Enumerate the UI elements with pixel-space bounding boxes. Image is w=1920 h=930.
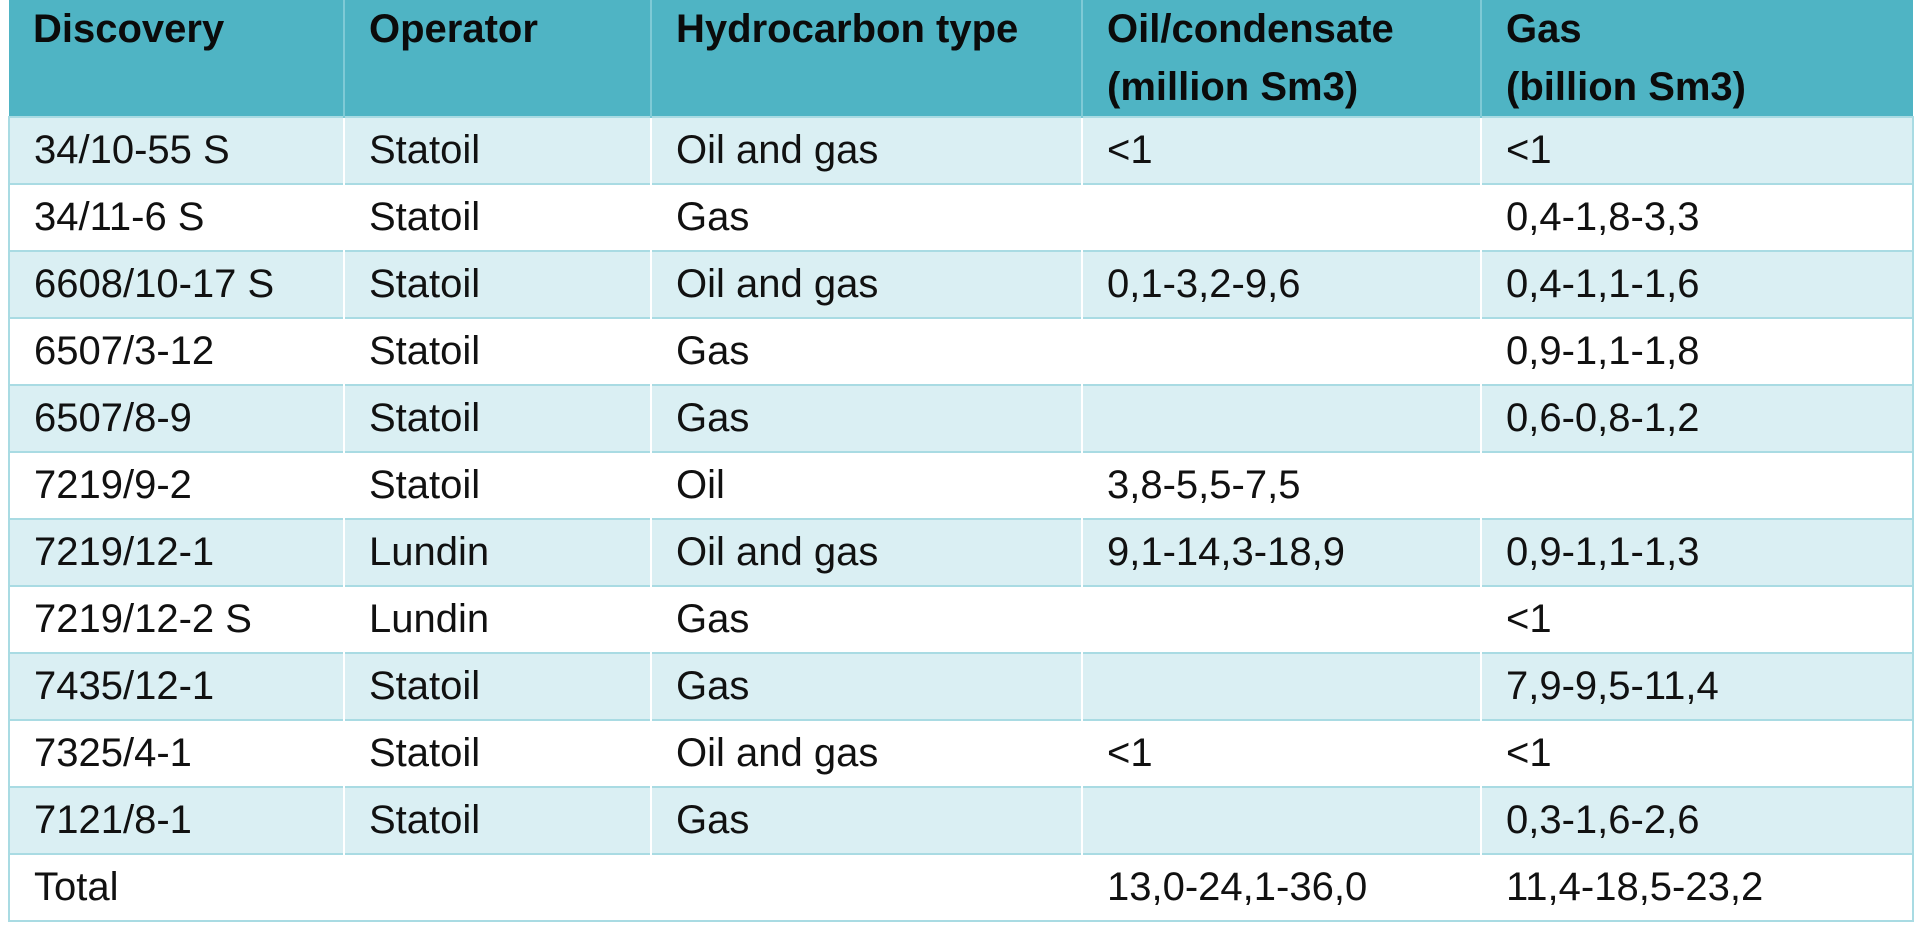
cell-oil-condensate: <1 bbox=[1082, 719, 1482, 787]
cell-hydrocarbon-type: Gas bbox=[651, 585, 1083, 653]
table-row: 7435/12-1 Statoil Gas 7,9-9,5-11,4 bbox=[8, 652, 1914, 720]
cell-discovery: 7219/9-2 bbox=[8, 451, 345, 519]
cell-operator: Lundin bbox=[344, 518, 652, 586]
cell-hydrocarbon-type: Oil and gas bbox=[651, 116, 1083, 184]
cell-hydrocarbon-type: Gas bbox=[651, 317, 1083, 385]
cell-hydrocarbon-type: Oil and gas bbox=[651, 719, 1083, 787]
total-row: Total 13,0-24,1-36,0 11,4-18,5-23,2 bbox=[8, 853, 1914, 922]
cell-gas: <1 bbox=[1481, 585, 1914, 653]
cell-gas: 0,4-1,1-1,6 bbox=[1481, 250, 1914, 318]
table-row: 7219/9-2 Statoil Oil 3,8-5,5-7,5 bbox=[8, 451, 1914, 519]
cell-gas: 7,9-9,5-11,4 bbox=[1481, 652, 1914, 720]
cell-hydrocarbon-type: Oil bbox=[651, 451, 1083, 519]
header-row: Discovery Operator Hydrocarbon type Oil/… bbox=[9, 0, 1913, 117]
column-header-discovery: Discovery bbox=[9, 0, 345, 117]
table-row: 7219/12-2 S Lundin Gas <1 bbox=[8, 585, 1914, 653]
cell-oil-condensate bbox=[1082, 786, 1482, 854]
cell-oil-condensate bbox=[1082, 317, 1482, 385]
cell-hydrocarbon-type: Gas bbox=[651, 786, 1083, 854]
table-row: 34/11-6 S Statoil Gas 0,4-1,8-3,3 bbox=[8, 183, 1914, 251]
cell-operator bbox=[344, 853, 652, 922]
cell-hydrocarbon-type: Gas bbox=[651, 384, 1083, 452]
cell-gas bbox=[1481, 451, 1914, 519]
cell-gas: 0,9-1,1-1,3 bbox=[1481, 518, 1914, 586]
cell-discovery: 7435/12-1 bbox=[8, 652, 345, 720]
cell-oil-condensate bbox=[1082, 384, 1482, 452]
table-row: 7325/4-1 Statoil Oil and gas <1 <1 bbox=[8, 719, 1914, 787]
cell-discovery: 6608/10-17 S bbox=[8, 250, 345, 318]
cell-discovery: 7121/8-1 bbox=[8, 786, 345, 854]
cell-hydrocarbon-type: Oil and gas bbox=[651, 518, 1083, 586]
cell-hydrocarbon-type: Gas bbox=[651, 652, 1083, 720]
cell-discovery: 6507/3-12 bbox=[8, 317, 345, 385]
cell-operator: Statoil bbox=[344, 183, 652, 251]
cell-gas: 11,4-18,5-23,2 bbox=[1481, 853, 1914, 922]
discoveries-table: Discovery Operator Hydrocarbon type Oil/… bbox=[8, 0, 1914, 922]
cell-oil-condensate: 0,1-3,2-9,6 bbox=[1082, 250, 1482, 318]
cell-operator: Lundin bbox=[344, 585, 652, 653]
column-header-operator: Operator bbox=[344, 0, 652, 117]
table-row: 6507/8-9 Statoil Gas 0,6-0,8-1,2 bbox=[8, 384, 1914, 452]
cell-gas: <1 bbox=[1481, 116, 1914, 184]
cell-discovery: 34/11-6 S bbox=[8, 183, 345, 251]
cell-discovery: 7219/12-2 S bbox=[8, 585, 345, 653]
table-row: 34/10-55 S Statoil Oil and gas <1 <1 bbox=[8, 116, 1914, 184]
table-row: 7121/8-1 Statoil Gas 0,3-1,6-2,6 bbox=[8, 786, 1914, 854]
cell-gas: <1 bbox=[1481, 719, 1914, 787]
cell-operator: Statoil bbox=[344, 451, 652, 519]
table-header: Discovery Operator Hydrocarbon type Oil/… bbox=[9, 0, 1913, 117]
table-row: 7219/12-1 Lundin Oil and gas 9,1-14,3-18,9 0… bbox=[8, 518, 1914, 586]
table-body: 34/10-55 S Statoil Oil and gas <1 <1 34/11-6 … bbox=[8, 116, 1914, 922]
cell-operator: Statoil bbox=[344, 116, 652, 184]
column-header-hydrocarbon-type: Hydrocarbon type bbox=[651, 0, 1083, 117]
table-row: 6507/3-12 Statoil Gas 0,9-1,1-1,8 bbox=[8, 317, 1914, 385]
cell-operator: Statoil bbox=[344, 250, 652, 318]
cell-oil-condensate bbox=[1082, 652, 1482, 720]
cell-discovery: 6507/8-9 bbox=[8, 384, 345, 452]
cell-discovery: Total bbox=[8, 853, 345, 922]
table-row: 6608/10-17 S Statoil Oil and gas 0,1-3,2-9,… bbox=[8, 250, 1914, 318]
cell-discovery: 7219/12-1 bbox=[8, 518, 345, 586]
cell-oil-condensate: 9,1-14,3-18,9 bbox=[1082, 518, 1482, 586]
cell-gas: 0,9-1,1-1,8 bbox=[1481, 317, 1914, 385]
cell-hydrocarbon-type: Oil and gas bbox=[651, 250, 1083, 318]
cell-oil-condensate bbox=[1082, 585, 1482, 653]
cell-gas: 0,4-1,8-3,3 bbox=[1481, 183, 1914, 251]
discoveries-table-container: Discovery Operator Hydrocarbon type Oil/… bbox=[8, 0, 1914, 922]
column-header-gas: Gas (billion Sm3) bbox=[1481, 0, 1913, 117]
cell-discovery: 34/10-55 S bbox=[8, 116, 345, 184]
cell-oil-condensate: 13,0-24,1-36,0 bbox=[1082, 853, 1482, 922]
cell-operator: Statoil bbox=[344, 652, 652, 720]
cell-operator: Statoil bbox=[344, 786, 652, 854]
cell-oil-condensate bbox=[1082, 183, 1482, 251]
cell-discovery: 7325/4-1 bbox=[8, 719, 345, 787]
cell-operator: Statoil bbox=[344, 384, 652, 452]
cell-hydrocarbon-type bbox=[651, 853, 1083, 922]
column-header-oil-condensate: Oil/condensate (million Sm3) bbox=[1082, 0, 1482, 117]
cell-operator: Statoil bbox=[344, 317, 652, 385]
cell-operator: Statoil bbox=[344, 719, 652, 787]
cell-oil-condensate: <1 bbox=[1082, 116, 1482, 184]
cell-hydrocarbon-type: Gas bbox=[651, 183, 1083, 251]
cell-gas: 0,3-1,6-2,6 bbox=[1481, 786, 1914, 854]
cell-oil-condensate: 3,8-5,5-7,5 bbox=[1082, 451, 1482, 519]
cell-gas: 0,6-0,8-1,2 bbox=[1481, 384, 1914, 452]
